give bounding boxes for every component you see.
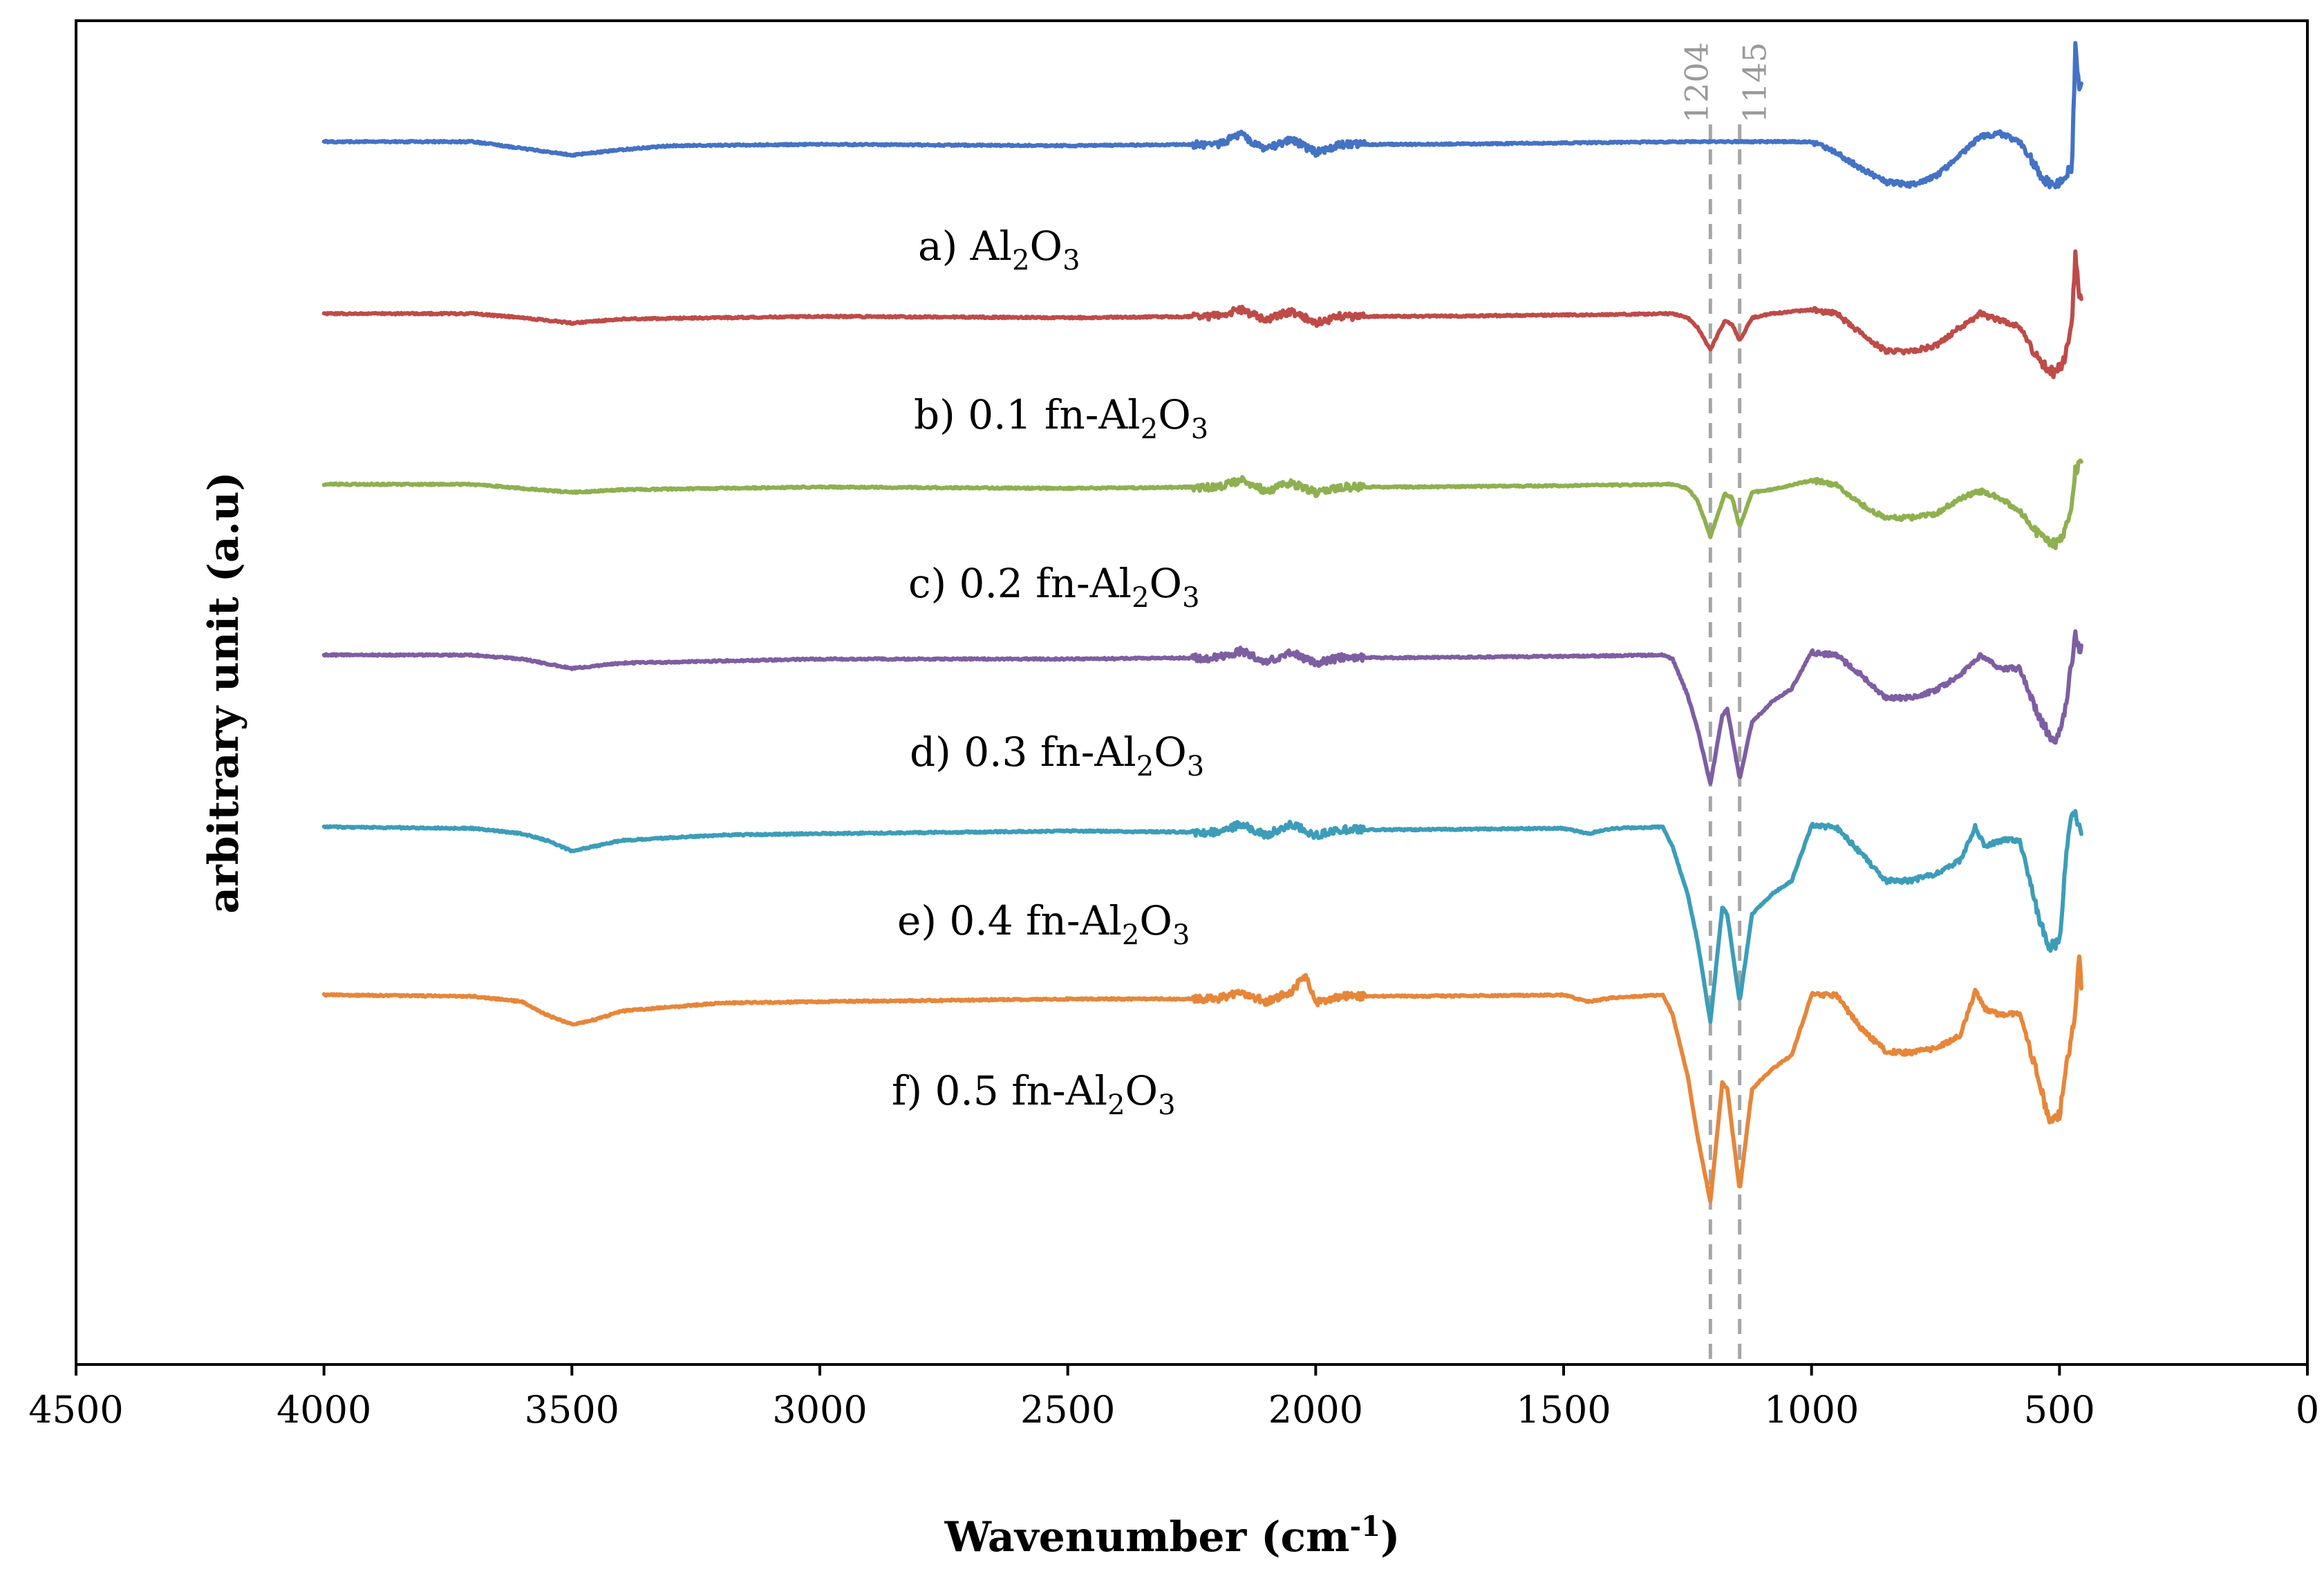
- plot-frame: [75, 19, 2309, 1366]
- series-line-c: [321, 458, 2083, 550]
- series-line-e: [321, 809, 2083, 1024]
- x-axis-title: Wavenumber (cm-1): [944, 1510, 1400, 1561]
- reference-label-1204: 1204: [1678, 42, 1715, 123]
- series-labels: a) Al2O3 b) 0.1 fn-Al2O3 c) 0.2 fn-Al2O3 d)…: [892, 223, 1208, 1121]
- series-label-f: f) 0.5 fn-Al2O3: [892, 1067, 1176, 1121]
- x-tick-label: 3500: [525, 1388, 619, 1432]
- x-tick-label: 1500: [1516, 1388, 1611, 1432]
- reference-lines: 1204 1145: [1678, 42, 1774, 1364]
- x-tick-label: 4000: [277, 1388, 371, 1432]
- reference-label-1145: 1145: [1736, 42, 1774, 123]
- series-label-a: a) Al2O3: [918, 223, 1080, 276]
- x-tick-label: 0: [2296, 1388, 2319, 1432]
- series-label-b: b) 0.1 fn-Al2O3: [914, 391, 1208, 445]
- series-line-f: [321, 954, 2083, 1203]
- series-label-c: c) 0.2 fn-Al2O3: [908, 560, 1200, 614]
- x-axis: 4500 4000 3500 3000 2500 2000 1500 1000 500 0: [28, 1364, 2319, 1432]
- y-axis-title: arbitrary unit (a.u): [200, 471, 248, 914]
- x-tick-label: 2500: [1020, 1388, 1115, 1432]
- series-line-d: [321, 629, 2083, 786]
- series-line-a: [321, 41, 2083, 189]
- series-label-e: e) 0.4 fn-Al2O3: [897, 897, 1190, 951]
- series-label-d: d) 0.3 fn-Al2O3: [910, 729, 1204, 782]
- x-tick-label: 500: [2024, 1388, 2095, 1432]
- series-line-b: [321, 249, 2083, 379]
- x-tick-label: 1000: [1764, 1388, 1859, 1432]
- x-tick-label: 3000: [772, 1388, 867, 1432]
- series-traces: [321, 41, 2083, 1203]
- x-tick-label: 2000: [1268, 1388, 1363, 1432]
- x-tick-label: 4500: [28, 1388, 123, 1432]
